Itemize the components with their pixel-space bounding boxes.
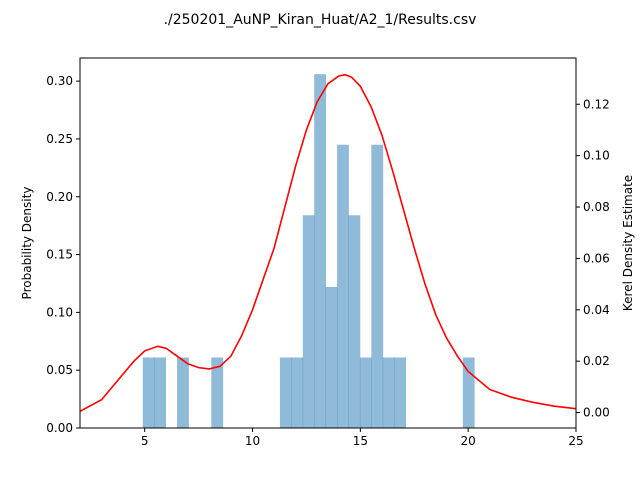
histogram-bar [279, 357, 292, 428]
y2-tick-label: 0.12 [583, 97, 610, 111]
x-tick-label: 20 [461, 434, 476, 448]
y2-tick-label: 0.04 [583, 303, 610, 317]
x-axis: 5 10 15 20 25 [141, 428, 584, 448]
histogram-bar [337, 144, 349, 428]
y2-tick-label: 0.08 [583, 200, 610, 214]
histogram-bar [177, 357, 189, 428]
kde-curve [79, 73, 577, 413]
histogram-bar [325, 286, 338, 428]
plot-frame [79, 57, 577, 429]
histogram-bar [348, 215, 361, 428]
x-tick-label: 15 [353, 434, 368, 448]
y-axis-label: Probability Density [20, 187, 34, 300]
y2-tick-label: 0.00 [583, 406, 610, 420]
y-tick-label: 0.30 [46, 74, 73, 88]
kde-curve-layer [79, 73, 577, 413]
histogram-bar [359, 357, 372, 428]
y2-tick-label: 0.02 [583, 354, 610, 368]
histogram-bars [142, 74, 475, 428]
x-tick-label: 10 [245, 434, 260, 448]
y-tick-label: 0.15 [46, 248, 73, 262]
histogram-bar [142, 357, 155, 428]
x-tick-label: 25 [568, 434, 583, 448]
histogram-bar [462, 357, 475, 428]
x-tick-label: 5 [141, 434, 149, 448]
y-axis-right: 0.00 0.02 0.04 0.06 0.08 0.10 0.12 [576, 97, 610, 420]
histogram-bar [291, 357, 304, 428]
histogram-bar [394, 357, 407, 428]
histogram-bar [382, 357, 395, 428]
histogram-bar [314, 74, 327, 428]
y-tick-label: 0.20 [46, 190, 73, 204]
y-tick-label: 0.05 [46, 363, 73, 377]
y2-tick-label: 0.06 [583, 251, 610, 265]
y-axis-left: 0.00 0.05 0.10 0.15 0.20 0.25 0.30 [46, 74, 80, 435]
chart-title: ./250201_AuNP_Kiran_Huat/A2_1/Results.cs… [164, 12, 477, 28]
y-tick-label: 0.10 [46, 305, 73, 319]
y-tick-label: 0.25 [46, 132, 73, 146]
y-tick-label: 0.00 [46, 421, 73, 435]
histogram-bar [211, 357, 224, 428]
y2-tick-label: 0.10 [583, 149, 610, 163]
histogram-bar [371, 144, 384, 428]
y2-axis-label: Kerel Density Estimate [621, 175, 635, 311]
histogram-bar [302, 215, 315, 428]
histogram-bar [154, 357, 167, 428]
